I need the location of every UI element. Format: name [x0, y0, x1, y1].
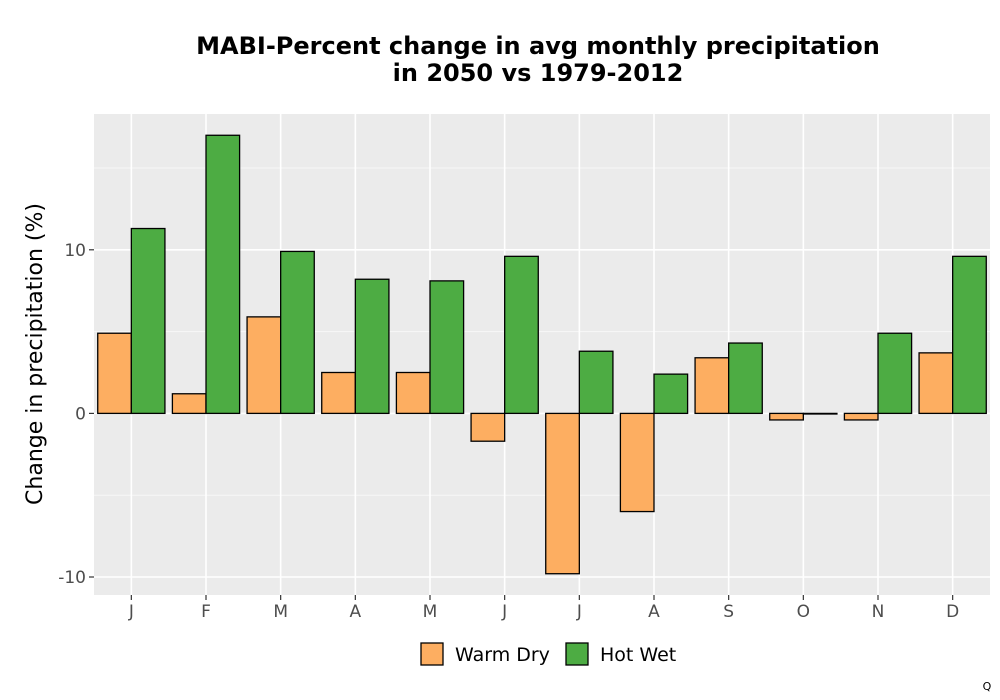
bar-hot-wet-4 — [429, 280, 465, 415]
bar-warm-dry-8 — [694, 357, 730, 415]
x-tick-label: D — [946, 602, 959, 622]
bar-warm-dry-3 — [321, 371, 356, 415]
y-tick-label: 10 — [64, 241, 86, 261]
plot-panel — [94, 114, 990, 595]
y-tick-label: -10 — [58, 568, 86, 588]
chart-title-line2: in 2050 vs 1979-2012 — [393, 59, 684, 87]
chart-title-line1: MABI-Percent change in avg monthly preci… — [196, 32, 880, 60]
bar-warm-dry-7 — [619, 412, 655, 513]
bar-hot-wet-9 — [802, 412, 838, 415]
bar-hot-wet-0 — [130, 227, 166, 415]
x-tick-label: M — [273, 602, 288, 622]
bar-warm-dry-10 — [843, 412, 879, 421]
x-tick-label: N — [872, 602, 885, 622]
bar-warm-dry-9 — [769, 412, 804, 421]
x-tick-label: J — [128, 602, 134, 622]
legend: Warm Dry Hot Wet — [420, 642, 676, 666]
y-tick-label: 0 — [75, 404, 86, 424]
legend-key-hot-wet — [565, 642, 589, 666]
bar-warm-dry-4 — [395, 371, 431, 415]
x-tick-label: O — [797, 602, 810, 622]
bars — [97, 134, 987, 575]
bar-hot-wet-7 — [653, 373, 689, 415]
legend-label: Hot Wet — [600, 644, 676, 666]
bar-hot-wet-5 — [504, 255, 539, 415]
bar-warm-dry-0 — [97, 332, 132, 415]
bar-warm-dry-6 — [545, 412, 580, 575]
corner-mark: Q — [983, 680, 992, 693]
grid-minor — [94, 167, 990, 496]
bar-warm-dry-11 — [918, 352, 954, 415]
bar-warm-dry-2 — [246, 316, 282, 415]
x-tick-label: M — [423, 602, 438, 622]
y-axis-ticks: -10 0 10 — [58, 241, 94, 588]
bar-warm-dry-1 — [171, 393, 207, 415]
x-tick-label: A — [648, 602, 660, 622]
x-tick-label: F — [201, 602, 211, 622]
bar-hot-wet-10 — [877, 332, 913, 415]
x-tick-label: A — [350, 602, 362, 622]
bar-hot-wet-1 — [205, 134, 241, 415]
x-tick-label: S — [723, 602, 734, 622]
legend-label: Warm Dry — [455, 644, 550, 666]
bar-hot-wet-11 — [952, 255, 987, 415]
bar-hot-wet-2 — [280, 250, 315, 415]
x-tick-label: J — [501, 602, 507, 622]
bar-hot-wet-3 — [354, 278, 390, 415]
bar-hot-wet-8 — [728, 342, 763, 415]
bar-warm-dry-5 — [470, 412, 506, 442]
y-axis-label: Change in precipitation (%) — [23, 203, 48, 505]
bar-hot-wet-6 — [578, 350, 614, 415]
legend-key-warm-dry — [420, 642, 444, 666]
x-tick-label: J — [576, 602, 582, 622]
